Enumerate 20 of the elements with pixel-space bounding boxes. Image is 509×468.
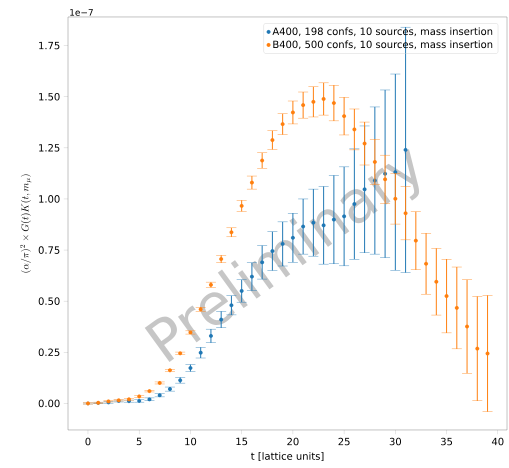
y-tick-label: 1.00 [39, 195, 60, 203]
x-axis-title: t [lattice units] [250, 452, 324, 462]
y-tick-label: 1.25 [39, 144, 60, 152]
x-tick-label: 0 [85, 438, 91, 446]
y-tick-label: 0.50 [38, 297, 60, 305]
x-tick-label: 5 [136, 438, 142, 446]
x-tick-label: 35 [440, 438, 452, 446]
x-tick-label: 10 [185, 438, 196, 446]
x-tick-label: 20 [287, 438, 299, 446]
y-tick-label: 0.00 [38, 400, 60, 408]
y-tick-label: 1.50 [39, 92, 60, 100]
y-tick-label: 0.75 [38, 246, 60, 254]
y-tick-label: 0.25 [38, 348, 60, 356]
x-tick-label: 15 [236, 438, 248, 446]
y-tick-label: 1.75 [39, 42, 60, 50]
x-tick-label: 25 [338, 438, 350, 446]
y-axis-title: $(\alpha/\pi)^2 \times G(t)K(t, m_\mu)$ [20, 174, 32, 273]
x-tick-label: 40 [492, 438, 504, 446]
x-tick-label: 30 [390, 438, 402, 446]
text: 1e−7 [70, 9, 93, 16]
